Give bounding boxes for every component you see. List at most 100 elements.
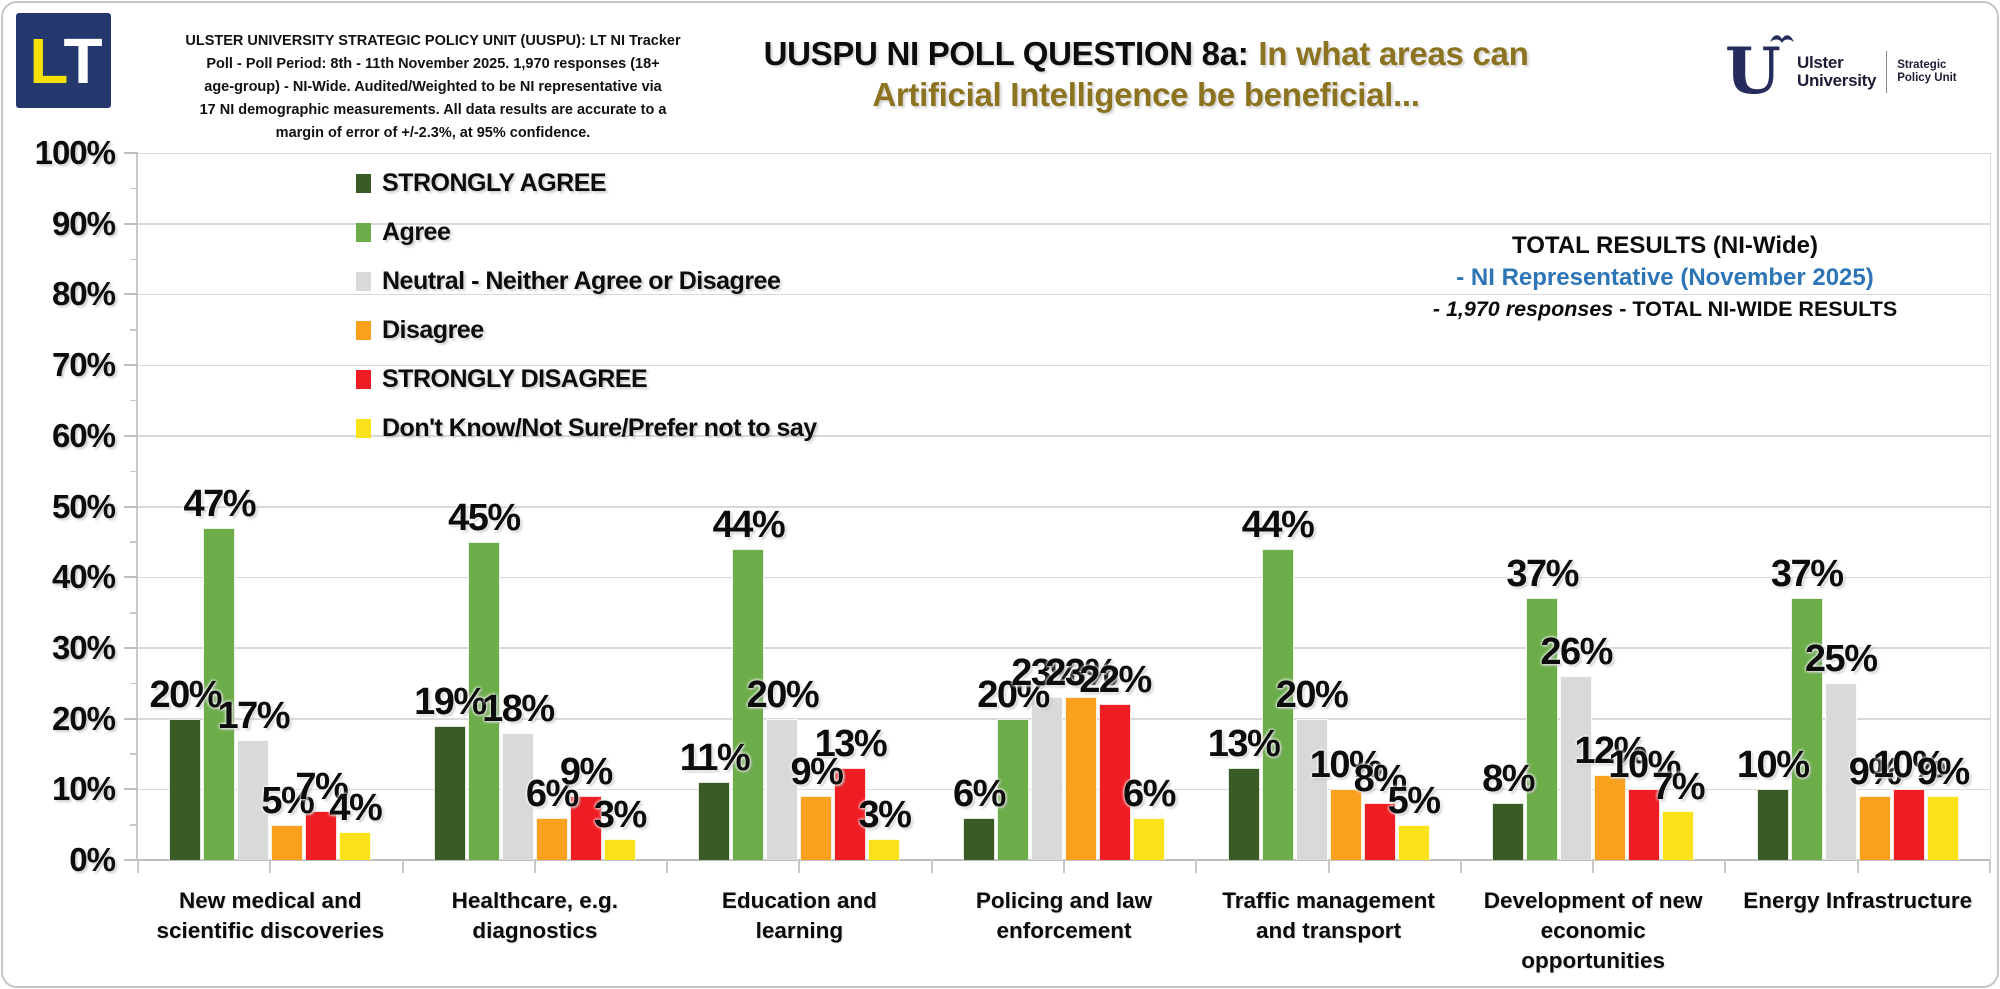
bar-value-label: 20% (149, 673, 223, 716)
bar-value-label: 3% (858, 793, 911, 836)
x-axis-tick (666, 860, 669, 873)
category-label: Education and learning (721, 888, 877, 943)
responses-suffix: - TOTAL NI-WIDE RESULTS (1613, 297, 1898, 321)
poll-info-line: age-group) - NI-Wide. Audited/Weighted t… (204, 79, 662, 95)
bar-value-label: 6% (953, 772, 1006, 815)
bar-value-label: 23% (1011, 652, 1084, 695)
y-axis-tick (124, 646, 138, 649)
y-axis-tick (124, 576, 138, 579)
bar: 3% (594, 794, 647, 860)
bar: 8% (1354, 758, 1407, 860)
bar: 9% (1849, 751, 1902, 860)
category-group: 13% 44% 20% 10% 8% 5% Traffic management and t… (1196, 153, 1461, 943)
university-name: Ulster University (1797, 54, 1877, 90)
bar-value-label: 19% (414, 680, 487, 723)
bar-value-label: 44% (712, 503, 786, 546)
y-axis-minor-tick (130, 470, 138, 473)
y-axis-labels: 0% 10% 20% 30% 40% 50% 60% 70% 80% 90% 100% (3, 134, 116, 878)
bar-value-label: 6% (1123, 772, 1176, 815)
bar: 8% (1482, 758, 1536, 860)
bar-value-label: 13% (1207, 723, 1281, 766)
legend-swatch (356, 321, 371, 340)
bird-icon (1770, 35, 1794, 43)
bar-value-label: 45% (448, 496, 521, 539)
bar: 20% (977, 674, 1050, 860)
bar: 23% (1011, 652, 1084, 860)
y-axis-label: 0% (69, 841, 116, 878)
bar: 10% (1310, 744, 1383, 860)
legend-item: Agree (356, 208, 817, 257)
bar-value-label: 26% (1540, 631, 1613, 674)
y-axis-label: 80% (51, 275, 116, 313)
x-axis-tick (269, 860, 272, 873)
bar-value-label: 3% (593, 793, 647, 836)
bar-value-label: 44% (1241, 503, 1315, 546)
bar-value-label: 10% (1872, 744, 1946, 787)
bar-value-label: 25% (1804, 638, 1878, 681)
category-group: 10% 37% 25% 9% 10% 9% Energy Infrastructure (1725, 153, 1990, 913)
poll-methodology-note: ULSTER UNIVERSITY STRATEGIC POLICY UNIT … (181, 30, 685, 145)
x-axis-tick (1459, 860, 1462, 873)
category-group: 6% 20% 23% 23% 22% 6% Policing and law enforce… (932, 153, 1197, 943)
x-axis-tick (401, 860, 404, 873)
bar-value-label: 9% (790, 751, 843, 794)
y-axis-minor-tick (130, 753, 138, 755)
y-axis-minor-tick (130, 824, 138, 826)
y-axis-minor-tick (130, 258, 138, 261)
total-results-note: TOTAL RESULTS (NI-Wide) - NI Representat… (1355, 230, 1975, 325)
category-label: Energy Infrastructure (1743, 888, 1973, 913)
title-question-text-1: In what areas can (1258, 35, 1529, 72)
gridline (138, 647, 1990, 649)
gridline (138, 506, 1990, 508)
gridline (138, 293, 1990, 296)
legend-label: STRONGLY DISAGREE (382, 365, 648, 393)
y-axis-label: 60% (51, 416, 116, 454)
x-axis-tick (533, 860, 536, 873)
y-axis-minor-tick (130, 187, 138, 190)
gridline (138, 576, 1990, 579)
bar-value-label: 20% (746, 673, 820, 716)
legend-swatch (356, 174, 371, 193)
bar: 22% (1079, 659, 1152, 860)
bar-value-label: 8% (1482, 758, 1535, 801)
bar-value-label: 23% (1045, 652, 1118, 695)
bar: 3% (858, 794, 912, 860)
legend-swatch (356, 272, 371, 291)
gridline (138, 152, 1990, 154)
bar: 18% (482, 688, 555, 860)
bar: 20% (747, 674, 820, 860)
category-label: Healthcare, e.g. diagnostics (451, 888, 618, 943)
poll-info-line: ULSTER UNIVERSITY STRATEGIC POLICY UNIT … (185, 33, 681, 49)
bar-value-label: 10% (1736, 744, 1810, 787)
bar: 25% (1805, 638, 1878, 860)
category-label: Traffic management and transport (1222, 888, 1435, 943)
y-axis-tick (124, 152, 138, 154)
bar: 7% (1652, 766, 1706, 860)
bar-value-label: 47% (183, 482, 257, 525)
bar: 9% (790, 751, 844, 860)
bar-value-label: 8% (1353, 758, 1407, 801)
unit-name-line1: Strategic (1897, 59, 1947, 71)
bar: 11% (680, 737, 751, 860)
x-axis-tick (1327, 860, 1330, 873)
chart-legend: STRONGLY AGREE Agree Neutral - Neither Agr… (356, 159, 817, 453)
x-axis-tick (1063, 860, 1065, 873)
y-axis-tick (124, 364, 138, 367)
bar: 10% (1608, 744, 1681, 860)
unit-name: Strategic Policy Unit (1897, 59, 1956, 85)
bar-value-label: 9% (559, 751, 613, 794)
y-axis-label: 30% (51, 628, 116, 666)
bar-value-label: 5% (261, 779, 314, 822)
poll-info-line: 17 NI demographic measurements. All data… (199, 102, 667, 118)
y-axis-tick (124, 293, 138, 296)
y-axis-tick (124, 222, 138, 225)
bar-value-label: 20% (1275, 673, 1349, 716)
lt-logo-letter-t: T (63, 24, 103, 97)
bar: 6% (526, 773, 579, 860)
y-axis-minor-tick (130, 541, 138, 543)
bar: 7% (295, 766, 349, 860)
y-axis-label: 50% (51, 487, 116, 525)
x-axis-tick (137, 860, 139, 873)
bar: 6% (1123, 773, 1176, 860)
bar: 23% (1045, 652, 1118, 860)
